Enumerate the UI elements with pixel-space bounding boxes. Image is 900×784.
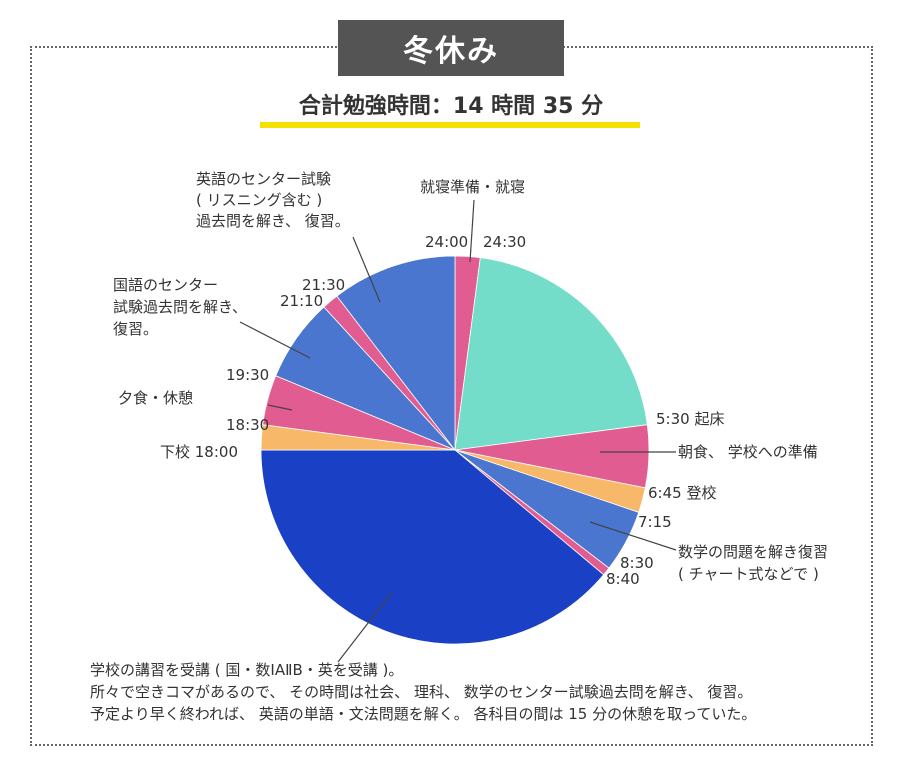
time-2130: 21:30 (302, 276, 345, 294)
pie-slices (260, 255, 650, 645)
time-2430: 24:30 (483, 233, 526, 251)
time-1830: 18:30 (226, 416, 269, 434)
label-japanese-3: 復習。 (113, 320, 158, 338)
label-breakfast: 朝食、 学校への準備 (678, 443, 818, 461)
label-school-2: 所々で空きコマがあるので、 その時間は社会、 理科、 数学のセンター試験過去問を… (90, 683, 752, 701)
time-1930: 19:30 (226, 366, 269, 384)
time-0830: 8:30 (620, 554, 654, 572)
pie-slice-7 (260, 449, 605, 645)
pie-slice-12 (336, 255, 456, 452)
label-math-2: ( チャート式などで ) (678, 565, 819, 583)
banner-title: 冬休み (338, 20, 564, 76)
time-0840: 8:40 (606, 570, 640, 588)
label-japanese-2: 試験過去問を解き、 (113, 298, 247, 316)
label-english-2: ( リスニング含む ) (196, 191, 322, 209)
label-school-1: 学校の講習を受講 ( 国・数ⅠAⅡB・英を受講 )。 (90, 661, 403, 679)
label-wake: 5:30 起床 (656, 410, 724, 428)
subtitle-underline (260, 122, 640, 128)
label-dinner: 夕食・休憩 (118, 389, 193, 407)
label-math-1: 数学の問題を解き復習 (678, 543, 828, 561)
time-2400: 24:00 (425, 233, 468, 251)
total-study-time: 合計勉強時間：14 時間 35 分 (298, 94, 604, 119)
label-school-3: 予定より早く終われば、 英語の単語・文法問題を解く。 各科目の間は 15 分の休… (90, 705, 756, 723)
label-japanese-1: 国語のセンター (113, 276, 218, 294)
time-2110: 21:10 (280, 292, 323, 310)
label-commute: 6:45 登校 (648, 484, 716, 502)
label-english-3: 過去問を解き、 復習。 (196, 212, 350, 230)
label-home: 下校 18:00 (160, 443, 238, 461)
leader-lines (239, 199, 677, 663)
label-sleep: 就寝準備・就寝 (420, 178, 525, 196)
label-english-1: 英語のセンター試験 (196, 170, 331, 188)
pie-slice-1 (454, 257, 648, 451)
time-0715: 7:15 (638, 513, 672, 531)
